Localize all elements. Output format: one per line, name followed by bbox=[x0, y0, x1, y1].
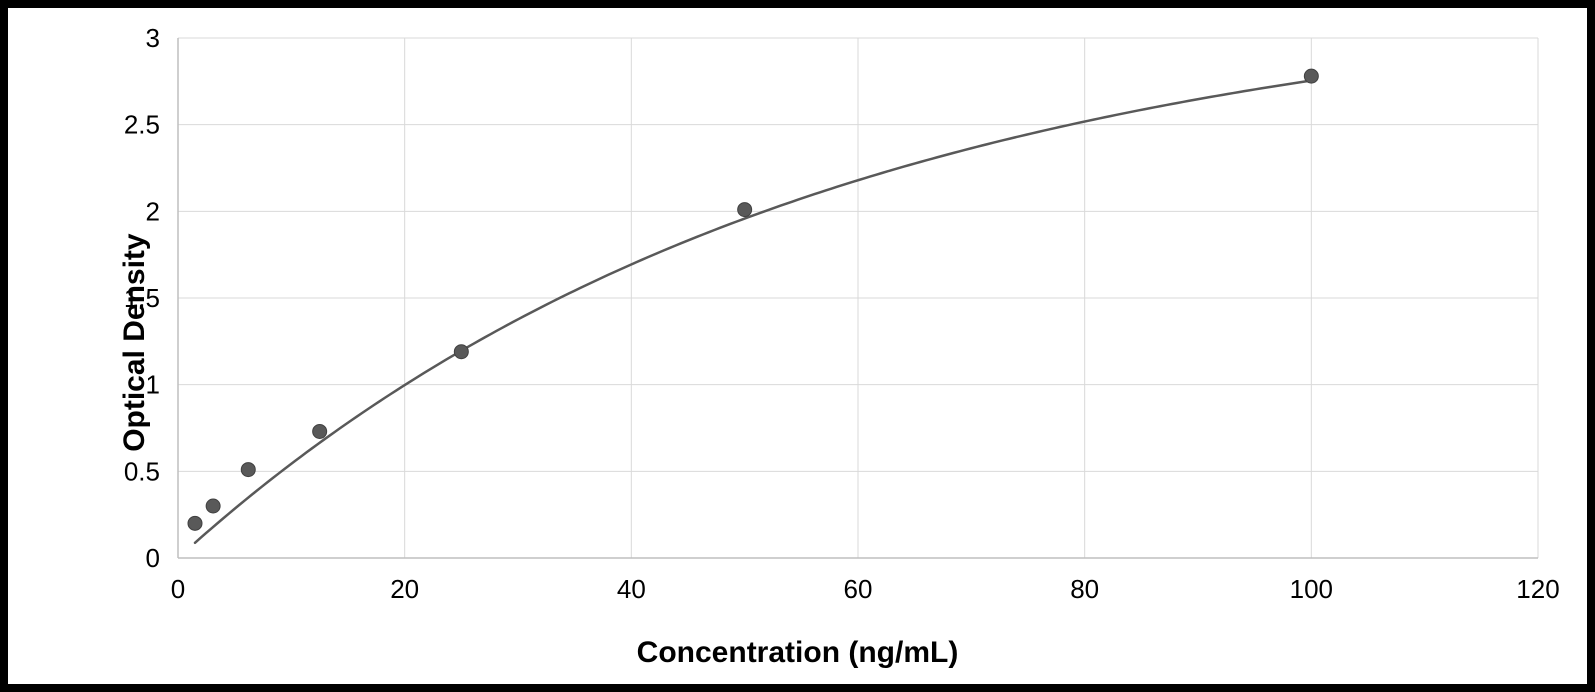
x-tick-label: 20 bbox=[390, 574, 419, 604]
y-tick-label: 3 bbox=[146, 23, 160, 53]
data-point bbox=[188, 516, 202, 530]
chart-svg: 02040608010012000.511.522.53 bbox=[8, 8, 1587, 684]
y-tick-label: 2.5 bbox=[124, 110, 160, 140]
data-point bbox=[738, 203, 752, 217]
x-axis-label: Concentration (ng/mL) bbox=[637, 636, 959, 670]
x-tick-label: 40 bbox=[617, 574, 646, 604]
chart-frame: Optical Density Concentration (ng/mL) 0 2… bbox=[0, 0, 1595, 692]
y-tick-label: 0 bbox=[146, 543, 160, 573]
data-point bbox=[241, 463, 255, 477]
y-tick-label: 0.5 bbox=[124, 456, 160, 486]
x-tick-label: 120 bbox=[1516, 574, 1559, 604]
x-tick-label: 80 bbox=[1070, 574, 1099, 604]
data-point bbox=[206, 499, 220, 513]
data-point bbox=[454, 345, 468, 359]
x-tick-label: 100 bbox=[1290, 574, 1333, 604]
x-tick-label: 0 bbox=[171, 574, 185, 604]
y-tick-label: 2 bbox=[146, 196, 160, 226]
plot-group: 02040608010012000.511.522.53 bbox=[124, 23, 1560, 604]
data-point bbox=[1304, 69, 1318, 83]
x-tick-label: 60 bbox=[844, 574, 873, 604]
data-point bbox=[313, 424, 327, 438]
y-axis-label: Optical Density bbox=[118, 233, 152, 451]
